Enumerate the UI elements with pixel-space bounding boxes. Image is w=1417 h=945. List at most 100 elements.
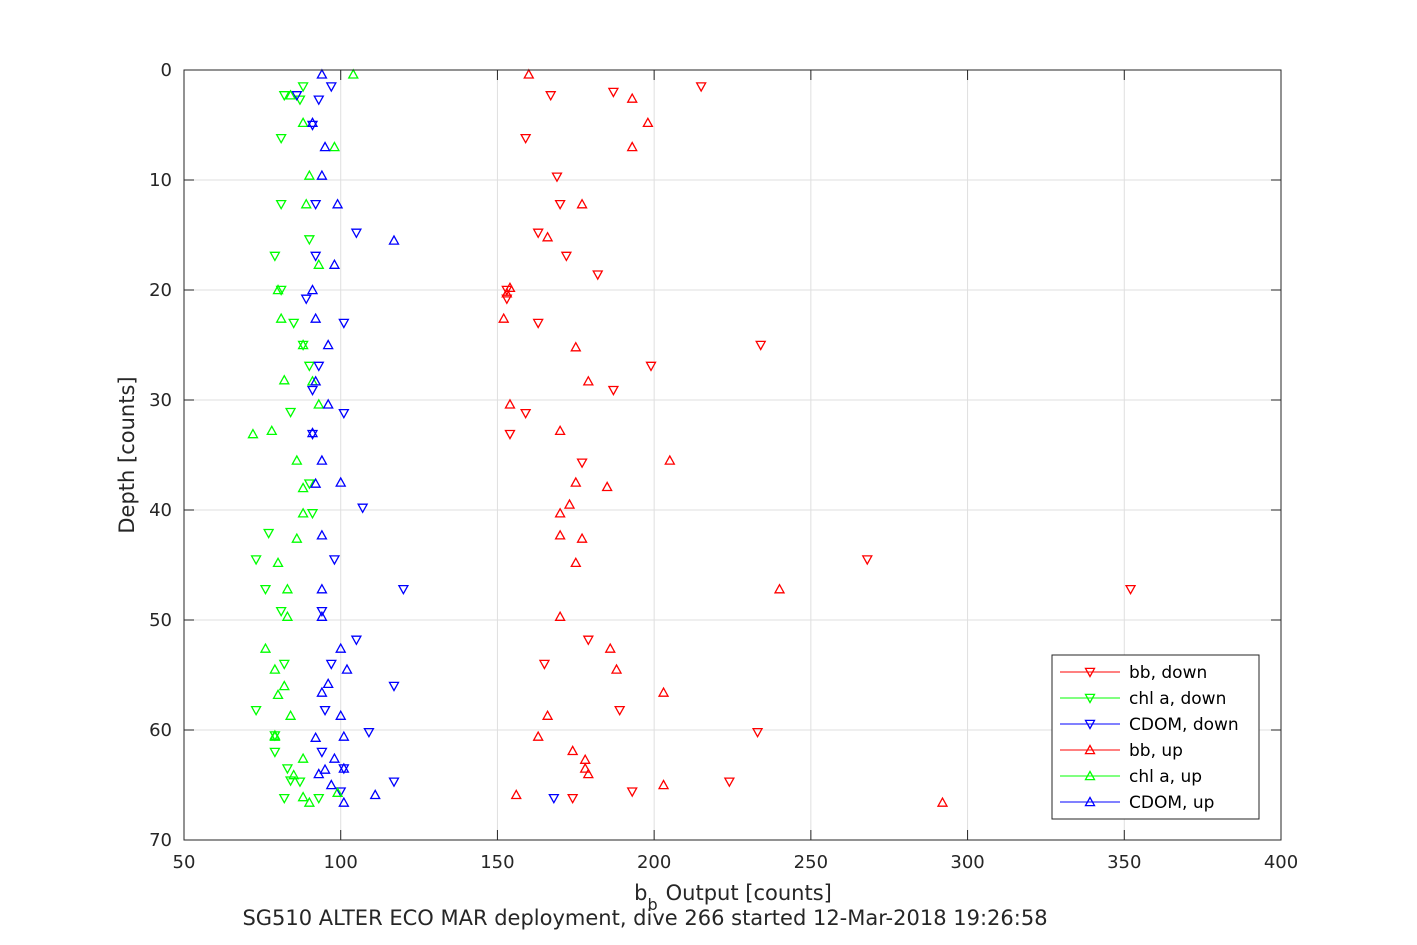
data-point <box>554 610 566 621</box>
data-point <box>278 680 290 691</box>
data-point <box>306 427 319 438</box>
data-point <box>576 458 588 469</box>
data-point <box>347 68 359 79</box>
data-point <box>284 407 297 418</box>
data-point <box>306 116 319 128</box>
data-point <box>313 95 325 106</box>
data-point <box>664 454 676 465</box>
data-point <box>300 198 312 209</box>
data-point <box>328 752 341 763</box>
legend-label: bb, down <box>1129 663 1207 683</box>
data-point <box>297 752 309 763</box>
data-point <box>936 796 949 807</box>
data-point <box>388 681 400 692</box>
data-point <box>861 555 873 566</box>
data-point <box>554 424 566 436</box>
data-point <box>306 509 319 520</box>
data-point <box>288 318 300 329</box>
data-point <box>316 454 328 465</box>
x-axis-label-prefix: b <box>634 881 647 905</box>
data-point <box>263 528 275 539</box>
data-point <box>626 141 638 152</box>
legend-box <box>1051 654 1260 820</box>
data-point <box>316 747 328 758</box>
caption: SG510 ALTER ECO MAR deployment, dive 266… <box>242 906 1047 930</box>
data-point <box>281 764 294 775</box>
data-point <box>551 172 563 183</box>
data-point <box>316 169 328 180</box>
data-point <box>328 555 341 566</box>
data-point <box>259 584 272 596</box>
data-point <box>275 285 287 296</box>
legend-marker <box>1084 770 1096 781</box>
data-point <box>269 251 281 262</box>
data-point <box>576 532 588 543</box>
data-point <box>645 361 657 372</box>
data-point <box>294 777 306 788</box>
data-point <box>626 787 638 798</box>
data-point <box>313 361 325 372</box>
data-point <box>520 408 532 420</box>
data-point <box>316 606 328 618</box>
data-point <box>554 199 566 211</box>
data-point <box>604 642 616 653</box>
data-point <box>545 91 557 102</box>
data-point <box>275 199 287 211</box>
data-point <box>567 745 579 756</box>
data-point <box>341 663 353 674</box>
x-tick-label: 350 <box>1107 852 1141 873</box>
data-point <box>331 786 344 797</box>
axes-box <box>183 69 1282 841</box>
data-point <box>350 228 362 239</box>
data-point <box>626 92 638 103</box>
data-point <box>570 556 582 568</box>
data-point <box>281 583 294 594</box>
data-point <box>592 270 604 281</box>
data-point <box>297 116 309 128</box>
data-point <box>338 318 350 329</box>
grid <box>184 70 1281 840</box>
data-point <box>504 429 516 440</box>
data-point <box>325 82 337 93</box>
data-point <box>303 235 315 246</box>
data-point <box>523 68 535 79</box>
y-tick-label: 0 <box>161 60 172 81</box>
data-point <box>294 95 306 106</box>
data-point <box>310 375 322 386</box>
data-point <box>269 663 281 674</box>
data-point <box>755 340 767 351</box>
data-point <box>695 82 707 93</box>
data-point <box>397 584 410 596</box>
data-point <box>297 507 309 518</box>
data-point <box>306 429 319 440</box>
series-3 <box>498 68 949 807</box>
data-point <box>281 610 294 621</box>
data-point <box>642 116 654 128</box>
data-point <box>325 779 337 790</box>
data-point <box>322 677 334 689</box>
data-point <box>541 709 554 720</box>
data-point <box>1124 584 1137 596</box>
data-point <box>316 583 328 594</box>
tick-labels: 50 100 150 200 250 300 350 400 0 10 20 30 40 50 60 70 <box>149 60 1298 873</box>
data-point <box>532 318 544 329</box>
data-point <box>501 285 513 296</box>
data-point <box>310 199 322 211</box>
data-point <box>247 428 259 439</box>
data-point <box>751 727 764 739</box>
legend-label: bb, up <box>1129 741 1183 761</box>
data-point <box>579 762 591 773</box>
data-point <box>325 659 337 670</box>
data-point <box>563 498 576 509</box>
data-point <box>532 228 544 239</box>
data-point <box>291 454 303 465</box>
data-point <box>331 198 344 209</box>
legend-marker <box>1084 744 1096 755</box>
ticks <box>183 69 1282 841</box>
data-point <box>328 258 341 269</box>
data-point <box>723 777 735 788</box>
data-point <box>541 231 554 242</box>
data-point <box>306 385 319 396</box>
series-1 <box>250 82 325 805</box>
data-point <box>310 312 322 323</box>
